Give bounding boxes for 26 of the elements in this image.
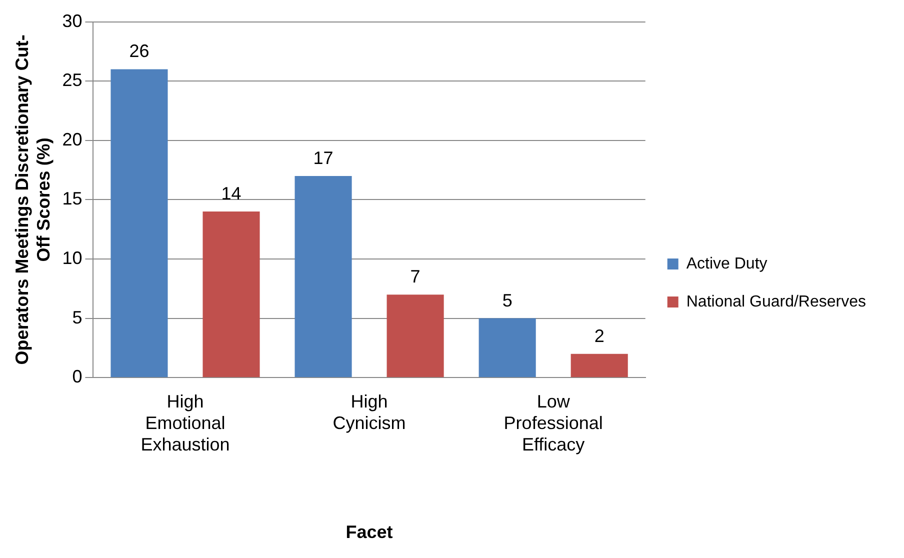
bar	[386, 294, 444, 378]
y-tick-label: 25	[62, 70, 82, 90]
y-tick-label: 15	[62, 188, 82, 209]
x-tick-label: Low Professional Efficacy	[504, 391, 603, 455]
x-tick-label: High Emotional Exhaustion	[140, 391, 230, 455]
bar	[294, 176, 352, 378]
data-label: 17	[313, 148, 334, 168]
y-tick-label: 20	[62, 129, 82, 150]
bar	[570, 354, 628, 378]
x-tick-label: High Cynicism	[332, 391, 406, 433]
x-axis-title: Facet	[346, 522, 393, 542]
data-label: 14	[221, 184, 242, 204]
y-tick-label: 10	[62, 248, 82, 268]
data-label: 2	[594, 326, 604, 346]
bar	[478, 318, 536, 378]
legend-label: National Guard/Reserves	[686, 293, 866, 310]
y-tick-label: 30	[62, 10, 82, 31]
y-tick-label: 0	[72, 366, 82, 387]
y-tick-label: 5	[72, 307, 82, 328]
data-label: 7	[410, 266, 420, 287]
y-axis-title: Operators Meetings Discretionary Cut-Off Scores (%)	[12, 34, 54, 365]
bar	[110, 69, 168, 378]
legend-label: Active Duty	[686, 255, 768, 272]
data-label: 26	[129, 41, 150, 62]
data-label: 5	[502, 290, 512, 310]
bar	[202, 212, 260, 378]
